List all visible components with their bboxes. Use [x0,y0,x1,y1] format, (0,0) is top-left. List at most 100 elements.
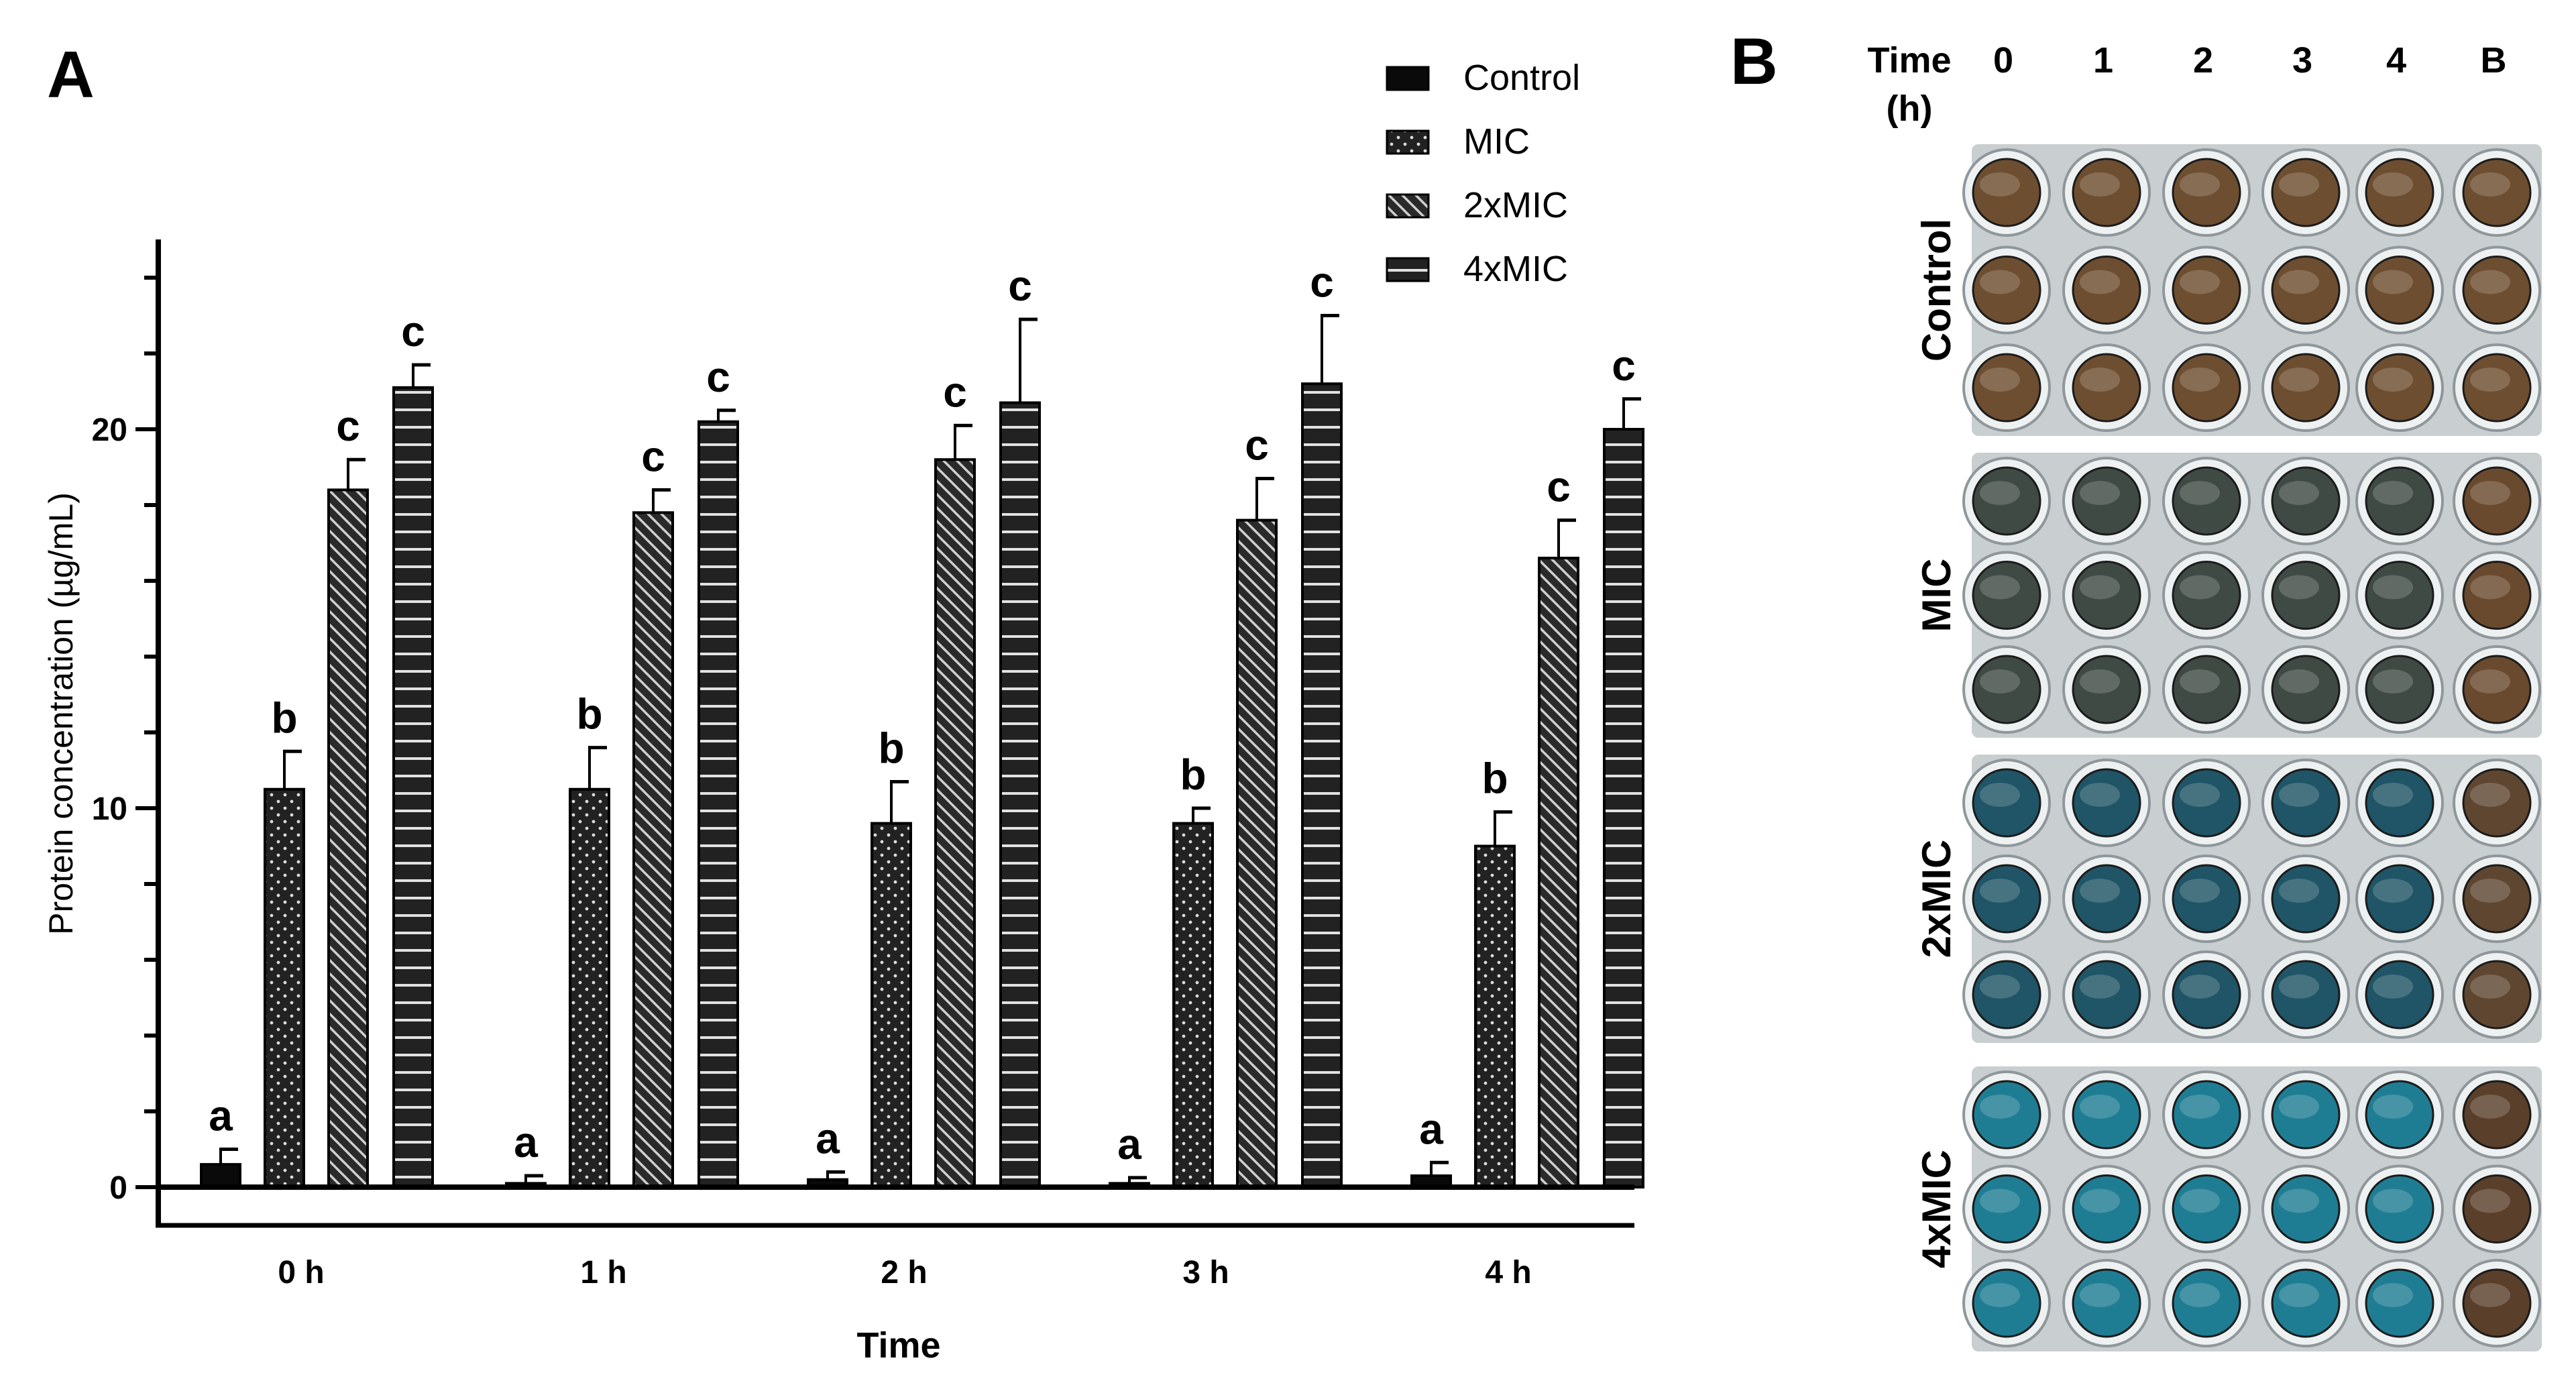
well [2072,466,2141,536]
legend-label-2xmic: 2xMIC [1463,185,1568,225]
well [2172,158,2241,227]
well-highlight [2470,270,2510,294]
well [2462,561,2532,630]
well [1972,864,2041,934]
bar-2xmic-0h [327,488,369,1188]
column-header: 4 [2386,40,2406,80]
well-highlight [2279,575,2319,600]
well [2072,158,2141,227]
well [2072,864,2141,934]
well-plate-photos: 0 1 2 3 4 B Control MIC 2xMIC 4xMIC [1914,40,2542,1351]
significance-label: c [1310,258,1334,307]
significance-label: c [1245,421,1269,469]
well-highlight [1980,1095,2020,1119]
well [2271,466,2341,536]
significance-label: c [641,432,665,480]
well-highlight [1980,975,2020,999]
well [2172,960,2241,1030]
well [2462,158,2532,227]
well-highlight [2180,368,2220,392]
well [2462,768,2532,838]
well [2365,466,2434,536]
significance-label: b [878,724,904,772]
well-highlight [2180,1095,2220,1119]
bar-mic-4h [1474,844,1516,1188]
y-tick-marks: 0 10 20 [92,276,158,1206]
plate-control: Control [1914,144,2542,436]
time-header-line2: (h) [1887,89,1933,129]
bar-2xmic-4h [1538,557,1579,1188]
well [2271,353,2341,423]
well [2462,466,2532,536]
significance-label: b [576,690,602,738]
well [2072,256,2141,325]
legend-swatch-2xmic [1386,193,1430,219]
well-highlight [2470,669,2510,694]
bar-2xmic-2h [934,458,976,1189]
plate-2xmic: 2xMIC [1914,755,2542,1043]
significance-label: a [514,1118,538,1166]
well [2172,655,2241,724]
significance-label: a [816,1114,840,1162]
significance-label: b [271,694,297,742]
well-highlight [2279,481,2319,505]
well [1972,353,2041,423]
well-highlight [2279,172,2319,197]
bar-control-0h [200,1163,241,1188]
legend-swatch-mic [1386,129,1430,155]
well-highlight [2180,879,2220,903]
well-highlight [2080,975,2120,999]
time-header-line1: Time [1867,40,1951,80]
well-highlight [1980,368,2020,392]
well-highlight [2373,575,2413,600]
well [2365,1080,2434,1150]
x-tick-label: 4 h [1485,1255,1531,1290]
well [2462,1174,2532,1243]
well-highlight [2279,975,2319,999]
bar-4xmic-0h [392,386,434,1188]
well-highlight [2180,1283,2220,1307]
well [2462,1268,2532,1338]
well [1972,960,2041,1030]
well [2462,1080,2532,1150]
well [2271,960,2341,1030]
well-highlight [2470,575,2510,600]
significance-label: c [336,402,360,450]
well [2271,158,2341,227]
legend-label-4xmic: 4xMIC [1463,249,1568,289]
well [1972,158,2041,227]
well-highlight [2470,172,2510,197]
well [1972,256,2041,325]
significance-label: c [943,368,967,416]
well [2271,1174,2341,1243]
well [2365,561,2434,630]
well-highlight [1980,270,2020,294]
plate-4xmic: 4xMIC [1914,1066,2542,1351]
well-highlight [2279,1283,2319,1307]
well-highlight [2279,270,2319,294]
well [2271,864,2341,934]
well-highlight [2180,975,2220,999]
well-highlight [1980,481,2020,505]
well-highlight [2470,975,2510,999]
significance-label: c [1612,341,1636,390]
well [2172,561,2241,630]
well-highlight [1980,783,2020,807]
well-highlight [2180,481,2220,505]
well-highlight [2279,1095,2319,1119]
bar-4xmic-2h [999,401,1041,1189]
well [2365,1268,2434,1338]
well [2462,655,2532,724]
well-highlight [2080,1095,2120,1119]
significance-label: a [1419,1105,1443,1153]
significance-label: c [1008,262,1032,310]
well-highlight [2279,669,2319,694]
well-highlight [2373,270,2413,294]
significance-label: b [1180,751,1206,799]
well-highlight [2373,1095,2413,1119]
well-highlight [2279,783,2319,807]
legend-label-mic: MIC [1463,121,1530,162]
well [2271,1080,2341,1150]
column-header: 3 [2292,40,2312,80]
row-label-2xmic: 2xMIC [1914,840,1959,958]
